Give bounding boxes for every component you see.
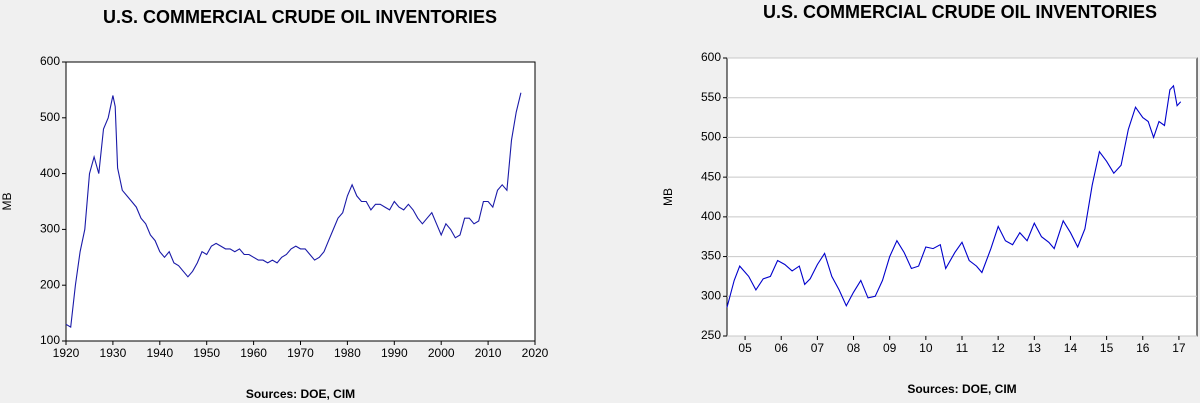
y-tick-label: 300 <box>40 222 60 236</box>
x-tick-label: 1930 <box>100 346 127 360</box>
x-tick-label: 2020 <box>522 346 549 360</box>
source-note: Sources: DOE, CIM <box>907 382 1016 396</box>
x-tick-label: 14 <box>1064 341 1078 355</box>
data-line <box>65 92 522 329</box>
y-tick-label: 550 <box>701 90 721 104</box>
y-tick-label: 600 <box>701 50 721 64</box>
x-tick-label: 1920 <box>53 346 80 360</box>
x-tick-label: 1970 <box>287 346 314 360</box>
y-tick-label: 300 <box>701 288 721 302</box>
x-tick-label: 1940 <box>146 346 173 360</box>
plot-area <box>726 57 1198 337</box>
x-tick-label: 08 <box>847 341 861 355</box>
x-tick-label: 05 <box>738 341 752 355</box>
chart-title: U.S. COMMERCIAL CRUDE OIL INVENTORIES <box>763 2 1157 22</box>
data-line <box>726 84 1182 308</box>
y-tick-label: 450 <box>701 169 721 183</box>
x-tick-label: 15 <box>1100 341 1114 355</box>
y-tick-label: 400 <box>40 166 60 180</box>
x-tick-label: 1980 <box>334 346 361 360</box>
y-axis-label: MB <box>0 193 14 211</box>
y-tick-label: 200 <box>40 277 60 291</box>
y-tick-label: 500 <box>701 130 721 144</box>
x-tick-label: 17 <box>1172 341 1186 355</box>
plot-area <box>65 61 536 342</box>
x-tick-label: 09 <box>883 341 897 355</box>
x-tick-label: 06 <box>775 341 789 355</box>
x-tick-label: 2010 <box>475 346 502 360</box>
x-tick-label: 2000 <box>428 346 455 360</box>
chart-title: U.S. COMMERCIAL CRUDE OIL INVENTORIES <box>103 7 497 27</box>
y-tick-label: 400 <box>701 209 721 223</box>
y-tick-label: 600 <box>40 54 60 68</box>
y-tick-label: 250 <box>701 328 721 342</box>
x-tick-label: 16 <box>1136 341 1150 355</box>
source-note: Sources: DOE, CIM <box>246 387 355 401</box>
y-tick-label: 500 <box>40 110 60 124</box>
x-tick-label: 1960 <box>240 346 267 360</box>
x-tick-label: 11 <box>956 341 969 355</box>
y-tick-label: 100 <box>40 333 60 347</box>
x-tick-label: 13 <box>1028 341 1042 355</box>
x-tick-label: 1990 <box>381 346 408 360</box>
y-tick-label: 350 <box>701 249 721 263</box>
x-tick-label: 07 <box>811 341 825 355</box>
y-axis-label: MB <box>661 188 675 206</box>
x-tick-label: 1950 <box>193 346 220 360</box>
x-tick-label: 12 <box>991 341 1005 355</box>
x-tick-label: 10 <box>919 341 933 355</box>
